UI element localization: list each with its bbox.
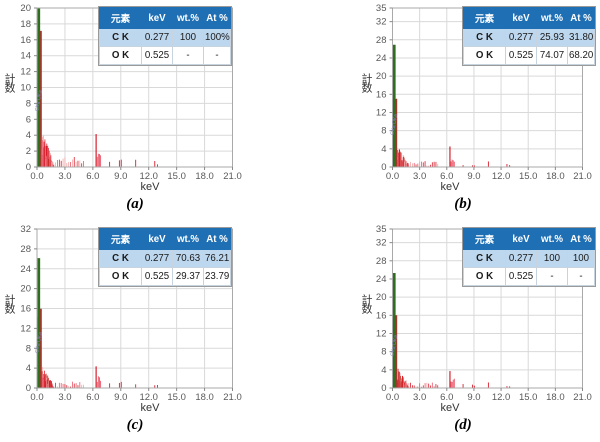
svg-text:8: 8: [26, 343, 31, 354]
svg-text:32: 32: [20, 224, 31, 235]
svg-text:24: 24: [376, 53, 387, 64]
svg-text:6: 6: [26, 114, 31, 125]
svg-text:20: 20: [376, 292, 387, 303]
svg-text:35: 35: [376, 224, 387, 235]
svg-text:32: 32: [376, 17, 387, 28]
svg-text:20: 20: [20, 284, 31, 295]
svg-text:28: 28: [376, 256, 387, 267]
svg-text:28: 28: [20, 244, 31, 255]
svg-text:12: 12: [20, 323, 31, 334]
svg-text:4: 4: [26, 363, 31, 374]
svg-text:20: 20: [376, 71, 387, 82]
svg-text:16: 16: [20, 304, 31, 315]
svg-text:35: 35: [376, 3, 387, 14]
svg-text:18: 18: [20, 19, 31, 30]
svg-text:4: 4: [26, 130, 31, 141]
svg-text:8: 8: [26, 98, 31, 109]
svg-text:12: 12: [20, 67, 31, 78]
svg-text:12: 12: [376, 107, 387, 118]
svg-text:16: 16: [376, 89, 387, 100]
svg-text:16: 16: [376, 310, 387, 321]
svg-text:24: 24: [376, 274, 387, 285]
svg-text:8: 8: [381, 347, 386, 358]
svg-text:24: 24: [20, 264, 31, 275]
svg-text:4: 4: [381, 144, 386, 155]
svg-text:2: 2: [26, 146, 31, 157]
svg-text:28: 28: [376, 35, 387, 46]
svg-text:4: 4: [381, 365, 386, 376]
svg-text:14: 14: [20, 51, 31, 62]
svg-text:16: 16: [20, 35, 31, 46]
svg-text:10: 10: [20, 83, 31, 94]
svg-text:20: 20: [20, 3, 31, 14]
svg-text:12: 12: [376, 328, 387, 339]
svg-text:8: 8: [381, 126, 386, 137]
svg-text:32: 32: [376, 238, 387, 249]
